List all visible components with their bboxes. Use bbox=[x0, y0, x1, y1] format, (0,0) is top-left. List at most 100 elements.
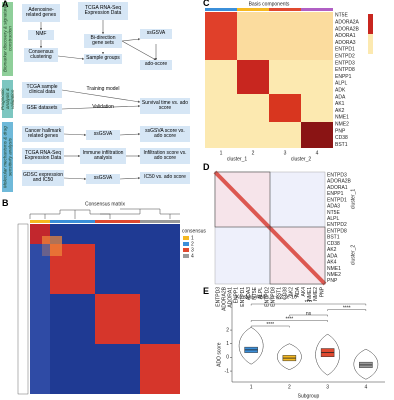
cluster-label: cluster_1 bbox=[350, 189, 356, 210]
gene-label: ADORA2B bbox=[335, 26, 360, 32]
flow-node: TCGA RNA-Seq Expression Data bbox=[78, 2, 128, 20]
gene-label: ADORA2A bbox=[335, 20, 360, 26]
flow-node: ssGSVA bbox=[86, 130, 120, 140]
cluster-label: cluster_2 bbox=[350, 245, 356, 266]
gene-label: ENTPD8 bbox=[327, 228, 347, 234]
gene-label: ENTPD8 bbox=[335, 67, 355, 73]
flow-node: Cancer hallmark related genes bbox=[22, 126, 64, 142]
flow-node: ssGSVA bbox=[86, 174, 120, 184]
gene-label: AK4 bbox=[301, 287, 307, 297]
flow-node: TCGA RNA-Seq Expression Data bbox=[22, 148, 64, 164]
flow-arrows bbox=[39, 20, 158, 181]
gene-label: ENTPD2 bbox=[335, 54, 355, 60]
column-group: cluster_1 bbox=[227, 156, 248, 162]
gene-label: ENTPD2 bbox=[264, 287, 270, 307]
gene-label: NME1 bbox=[307, 287, 313, 301]
gene-label: ADORA2B bbox=[221, 286, 227, 311]
panel-label: B bbox=[2, 198, 9, 208]
panel-label: C bbox=[203, 0, 210, 8]
flow-node: Survival time vs. ado score bbox=[140, 98, 190, 114]
gene-label: AK2 bbox=[327, 247, 337, 253]
legend-label: 3 bbox=[191, 247, 194, 253]
heatmap-title: Consensus matrix bbox=[85, 201, 126, 207]
legend-label: 2 bbox=[191, 241, 194, 247]
gene-label: ADA bbox=[327, 253, 338, 259]
panel-label: D bbox=[203, 162, 210, 172]
x-tick-label: 1 bbox=[250, 384, 253, 390]
significance-label: **** bbox=[343, 305, 351, 311]
consensus-heatmap bbox=[17, 208, 180, 395]
x-tick-label: 2 bbox=[288, 384, 291, 390]
gene-label: ENTPD1 bbox=[335, 47, 355, 53]
significance-label: **** bbox=[305, 300, 313, 306]
gene-label: ADORA1 bbox=[327, 185, 348, 191]
flow-node: Adenosine-related genes bbox=[22, 4, 60, 22]
gene-label: ADORA2B bbox=[327, 179, 352, 185]
flow-node: Infiltration score vs. ado score bbox=[140, 148, 190, 164]
gene-label: ENTPD3 bbox=[215, 287, 221, 307]
components-legend bbox=[368, 14, 373, 54]
significance-label: **** bbox=[285, 316, 293, 322]
gene-label: NME2 bbox=[327, 272, 341, 278]
significance-bracket bbox=[250, 325, 290, 328]
gene-label: ENTPD2 bbox=[327, 222, 347, 228]
flow-node: Sample groups bbox=[84, 54, 122, 64]
annotation: Kruskal–Wallis, p < 2.2e-16 bbox=[236, 294, 297, 300]
section-label: Molecular mechanisms & drug sensitivity … bbox=[2, 122, 13, 192]
flow-node: Consensus clustering bbox=[24, 48, 58, 62]
flow-node: Validation bbox=[92, 104, 114, 111]
gene-label: AK2 bbox=[289, 287, 295, 297]
legend-label: 1 bbox=[191, 235, 194, 241]
heatmap-title: Basis components bbox=[249, 1, 290, 7]
column-label: 3 bbox=[284, 150, 287, 156]
y-tick-label: 2 bbox=[226, 327, 229, 333]
gene-label: NT5E bbox=[252, 286, 258, 299]
flow-node: ssGSVA bbox=[140, 29, 172, 39]
panel-label: E bbox=[203, 286, 210, 296]
gene-label: NME2 bbox=[313, 287, 319, 301]
gene-label: ADA bbox=[295, 286, 301, 297]
gene-label: ENTPD1 bbox=[327, 197, 347, 203]
gene-label: AK2 bbox=[335, 108, 345, 114]
gene-label: CD38 bbox=[327, 241, 340, 247]
gene-label: NME1 bbox=[335, 115, 349, 121]
y-tick-label: 0 bbox=[226, 355, 229, 361]
flow-node: GSE datasets bbox=[22, 104, 62, 114]
flow-node: TCGA sample clinical data bbox=[22, 82, 62, 98]
gene-label: PNP bbox=[335, 128, 346, 134]
significance-label: **** bbox=[266, 322, 274, 328]
consensus-legend bbox=[183, 236, 189, 258]
section-label: Prognostic analysis & validation bbox=[0, 80, 15, 118]
gene-label: ENTPD8 bbox=[270, 287, 276, 307]
gene-label: ALPL bbox=[327, 216, 339, 222]
x-axis-label: Subgroup bbox=[298, 393, 320, 399]
gene-label: PNP bbox=[319, 286, 325, 297]
panel-label: A bbox=[2, 0, 9, 9]
gene-label: BST1 bbox=[335, 142, 348, 148]
gene-label: NT5E bbox=[327, 210, 340, 216]
gene-label: NME1 bbox=[327, 266, 341, 272]
gene-label: ADK bbox=[335, 88, 346, 94]
gene-label: BST1 bbox=[276, 287, 282, 300]
gene-label: ENTPD3 bbox=[335, 60, 355, 66]
components-heatmap bbox=[205, 8, 333, 148]
y-tick-label: 1 bbox=[226, 341, 229, 347]
gene-label: NT5E bbox=[335, 13, 348, 19]
gene-label: CD38 bbox=[335, 135, 348, 141]
gene-label: BST1 bbox=[327, 235, 340, 241]
column-group: cluster_2 bbox=[291, 156, 312, 162]
flow-node: Bi-direction gene sets bbox=[84, 34, 122, 48]
correlation-heatmap bbox=[213, 170, 327, 286]
gene-label: ENPP1 bbox=[327, 191, 344, 197]
column-label: 2 bbox=[252, 150, 255, 156]
gene-label: ADORA1 bbox=[228, 287, 234, 308]
gene-label: ENPP1 bbox=[234, 287, 240, 304]
flow-node: GDSC expression and IC50 bbox=[22, 170, 64, 186]
significance-bracket bbox=[289, 314, 328, 317]
x-tick-label: 3 bbox=[326, 384, 329, 390]
gene-label: NME2 bbox=[335, 122, 349, 128]
y-tick-label: -1 bbox=[225, 368, 230, 374]
gene-label: ADA3 bbox=[327, 204, 340, 210]
significance-bracket bbox=[327, 309, 367, 311]
